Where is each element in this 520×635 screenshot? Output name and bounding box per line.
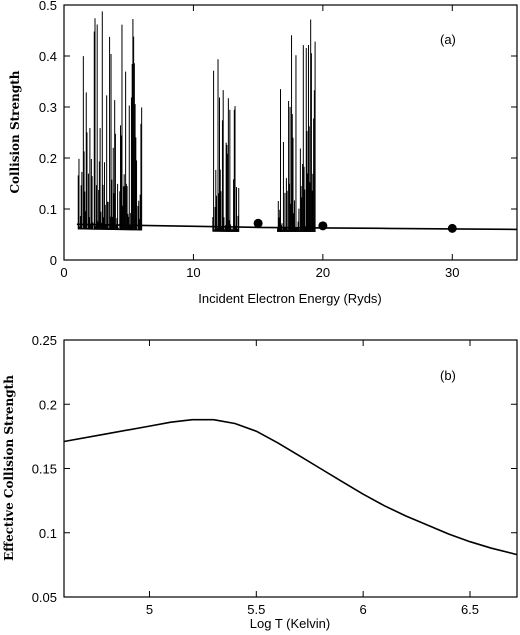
y-tick-label-a: 0.2	[39, 151, 57, 166]
y-tick-label-b: 0.1	[39, 526, 57, 541]
y-axis-label-a: Collision Strength	[8, 70, 22, 193]
y-tick-label-b: 0.05	[32, 590, 57, 605]
y-tick-label-b: 0.2	[39, 397, 57, 412]
x-tick-label-b: 6	[360, 602, 367, 617]
x-tick-label-a: 20	[316, 265, 330, 280]
data-point-marker	[447, 223, 457, 233]
panel-label-a: (a)	[440, 32, 456, 47]
x-tick-label-a: 10	[186, 265, 200, 280]
x-axis-label-b: Log T (Kelvin)	[250, 616, 330, 631]
panel-a: 0 10 20 30 0 0.1 0.2 0.3 0.4 0.5 (a) Incident Ele…	[8, 0, 518, 306]
series-a	[76, 223, 518, 231]
ticks-a: 0 10 20 30 0 0.1 0.2 0.3 0.4 0.5	[39, 0, 517, 280]
markers-a	[253, 218, 457, 233]
ticks-b: 5 5.5 6 6.5 0.05 0.1 0.15 0.2 0.25	[32, 333, 517, 617]
plot-frame-a	[63, 4, 518, 261]
series-line-b	[63, 418, 518, 556]
x-axis-label-a: Incident Electron Energy (Ryds)	[198, 291, 382, 306]
y-tick-label-b: 0.15	[32, 462, 57, 477]
x-tick-label-b: 5	[146, 602, 153, 617]
panel-label-b: (b)	[440, 368, 456, 383]
resonance-spikes-a	[77, 11, 316, 232]
data-point-marker	[318, 221, 328, 231]
y-tick-label-a: 0.4	[39, 49, 57, 64]
x-tick-label-a: 0	[60, 265, 67, 280]
y-tick-label-a: 0.3	[39, 100, 57, 115]
x-tick-label-a: 30	[445, 265, 459, 280]
y-tick-label-b: 0.25	[32, 333, 57, 348]
y-tick-label-a: 0.5	[39, 0, 57, 13]
y-axis-label-b: Effective Collision Strength	[2, 375, 16, 561]
y-tick-label-a: 0.1	[39, 202, 57, 217]
x-tick-label-b: 5.5	[247, 602, 265, 617]
y-tick-label-a: 0	[50, 253, 57, 268]
panel-b: 5 5.5 6 6.5 0.05 0.1 0.15 0.2 0.25 (b) Log T (Ke…	[2, 333, 518, 631]
x-tick-label-b: 6.5	[461, 602, 479, 617]
series-b	[63, 418, 518, 556]
series-line-a	[76, 223, 518, 231]
data-point-marker	[253, 218, 263, 228]
